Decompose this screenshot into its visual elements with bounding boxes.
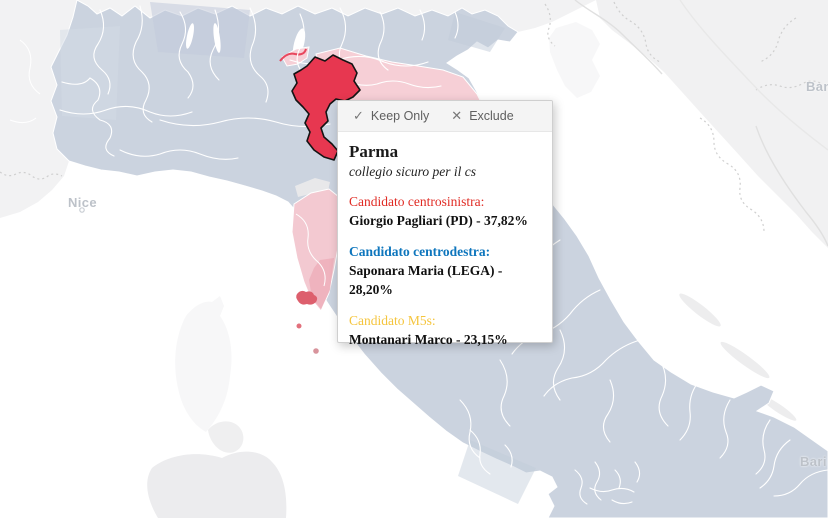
corsica-landmass <box>175 296 232 432</box>
candidate-result-centrosinistra: Giorgio Pagliari (PD) - 37,82% <box>349 213 528 228</box>
checkmark-icon: ✓ <box>353 108 364 123</box>
x-icon: ✕ <box>451 108 463 123</box>
sardinia-landmass <box>147 451 287 518</box>
region-emilia-west-wedge[interactable] <box>281 46 310 67</box>
map-label-nice: Nice <box>68 195 98 210</box>
tooltip-command-bar: ✓ Keep Only ✕ Exclude <box>338 101 552 132</box>
candidate-result-m5s: Montanari Marco - 23,15% <box>349 332 508 347</box>
district-subtitle: collegio sicuro per il cs <box>349 164 476 179</box>
istria-landmass <box>549 22 600 98</box>
region-border-red-squiggle <box>279 48 307 62</box>
candidate-label-centrodestra: Candidato centrodestra: <box>349 244 491 259</box>
candidate-label-centrosinistra: Candidato centrosinistra: <box>349 194 485 209</box>
france-border <box>9 39 41 124</box>
country-border-solid <box>574 0 828 247</box>
district-tooltip: ✓ Keep Only ✕ Exclude Parma collegio sic… <box>337 100 553 347</box>
map-label-ban: Ban <box>806 79 828 94</box>
candidate-block-centrodestra: Candidato centrodestra: Saponara Maria (… <box>349 243 541 299</box>
exclude-button[interactable]: ✕ Exclude <box>451 108 513 124</box>
candidate-label-m5s: Candidato M5s: <box>349 313 436 328</box>
tuscany-islets[interactable] <box>296 290 319 354</box>
map-label-bari: Bari <box>800 454 827 469</box>
region-parma-selected[interactable] <box>291 54 361 161</box>
candidate-block-centrosinistra: Candidato centrosinistra: Giorgio Paglia… <box>349 193 541 230</box>
country-border-dashed <box>0 1 823 233</box>
keep-only-button[interactable]: ✓ Keep Only <box>353 108 429 124</box>
candidate-block-m5s: Candidato M5s: Montanari Marco - 23,15% <box>349 312 541 349</box>
balkans-landmass <box>596 0 828 248</box>
keep-only-label: Keep Only <box>370 109 430 123</box>
region-apuane-gray <box>295 178 330 197</box>
district-title: Parma <box>349 142 399 161</box>
district-shading <box>60 2 536 504</box>
sardinia-north-islet <box>208 421 244 453</box>
tuscany-internal-border <box>295 213 326 287</box>
nice-city-dot <box>79 207 85 213</box>
exclude-label: Exclude <box>469 109 514 123</box>
france-landmass <box>0 0 77 218</box>
tooltip-body: Parma collegio sicuro per il cs Candidat… <box>338 132 552 349</box>
candidate-result-centrodestra: Saponara Maria (LEGA) - 28,20% <box>349 263 503 297</box>
